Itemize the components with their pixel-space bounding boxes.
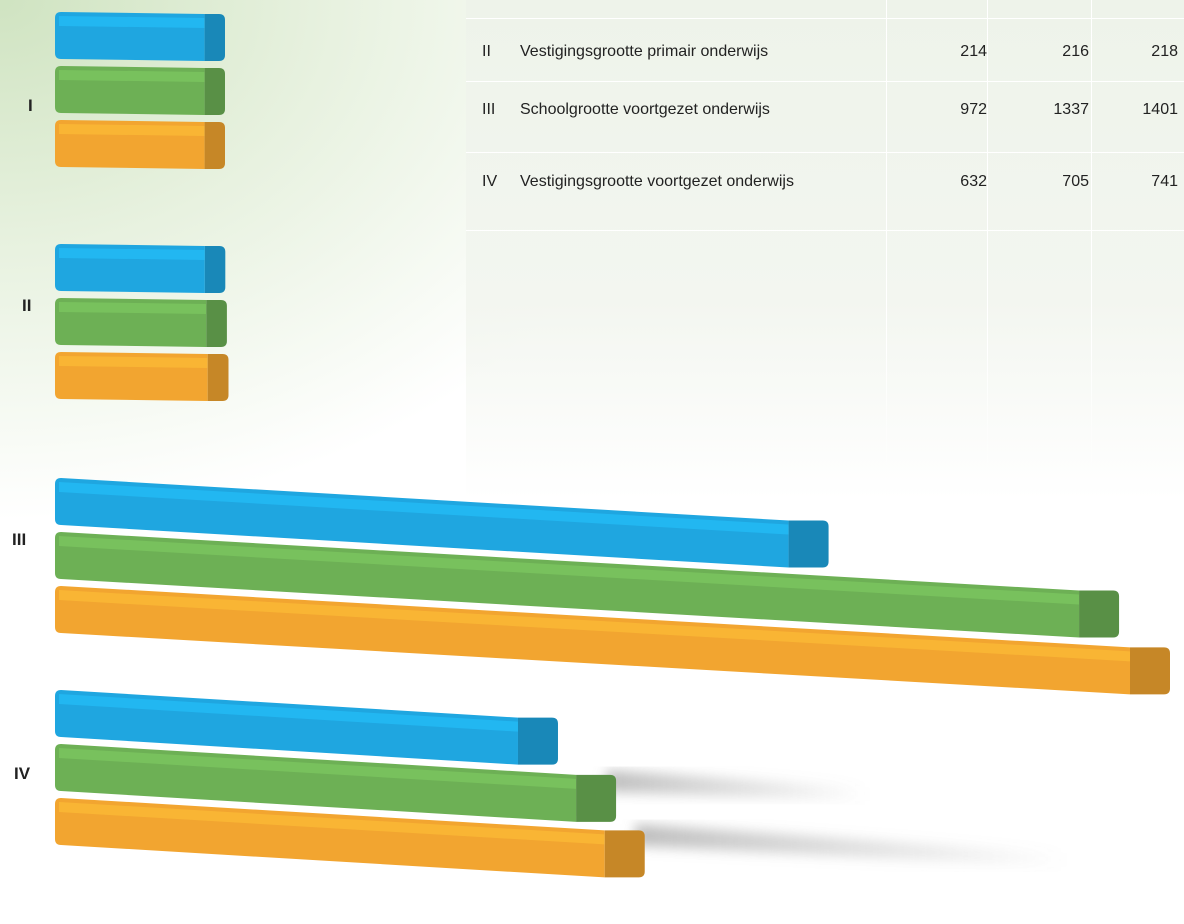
bar-end-cap (517, 717, 558, 765)
bar-end-cap (206, 300, 227, 347)
bar-end-cap (204, 14, 225, 61)
bar-highlight (59, 802, 605, 845)
bar-shadow (634, 823, 1065, 868)
row-value-3: 1401 (1142, 101, 1178, 118)
bar-highlight (59, 124, 205, 136)
bar-highlight (59, 356, 208, 368)
bar-end-cap (604, 830, 645, 878)
bar-end-cap (204, 68, 225, 115)
bar-end-cap (204, 246, 226, 293)
column-divider (886, 0, 887, 500)
bar-end-cap (788, 520, 829, 568)
bar-highlight (59, 694, 518, 732)
row-id: IV (482, 173, 498, 190)
row-divider (466, 230, 1184, 231)
category-label: III (12, 530, 27, 549)
data-table (466, 0, 1184, 500)
category-label: I (28, 96, 33, 115)
bar-highlight (59, 302, 207, 314)
row-value-1: 972 (960, 101, 987, 118)
bar-end-cap (207, 354, 229, 401)
bar-end-cap (576, 774, 617, 822)
bar-highlight (59, 748, 577, 789)
row-value-2: 705 (1062, 173, 1089, 190)
row-id: III (482, 101, 496, 118)
row-label: Schoolgrootte voortgezet onderwijs (520, 101, 770, 118)
bar-highlight (59, 590, 1130, 662)
row-value-3: 741 (1151, 173, 1178, 190)
bar-highlight (59, 16, 205, 28)
row-label: Vestigingsgrootte primair onderwijs (520, 43, 769, 60)
column-divider (987, 0, 988, 500)
bar-highlight (59, 248, 205, 260)
bar-highlight (59, 482, 789, 535)
row-id: II (482, 43, 491, 60)
row-label: Vestigingsgrootte voortgezet onderwijs (520, 173, 794, 190)
bar-end-cap (1130, 647, 1170, 695)
row-divider (466, 152, 1184, 153)
category-label: II (22, 296, 32, 315)
row-divider (466, 18, 1184, 19)
row-value-3: 218 (1151, 43, 1178, 60)
row-divider (466, 81, 1184, 82)
column-divider (1091, 0, 1092, 500)
row-value-2: 1337 (1053, 101, 1089, 118)
bar-end-cap (204, 122, 225, 169)
row-value-1: 632 (960, 173, 987, 190)
row-value-2: 216 (1062, 43, 1089, 60)
bar-end-cap (1079, 590, 1120, 638)
bar-highlight (59, 70, 205, 82)
bar-shadow (606, 769, 867, 802)
row-value-1: 214 (960, 43, 987, 60)
category-label: IV (14, 764, 31, 783)
bar-highlight (59, 536, 1080, 605)
